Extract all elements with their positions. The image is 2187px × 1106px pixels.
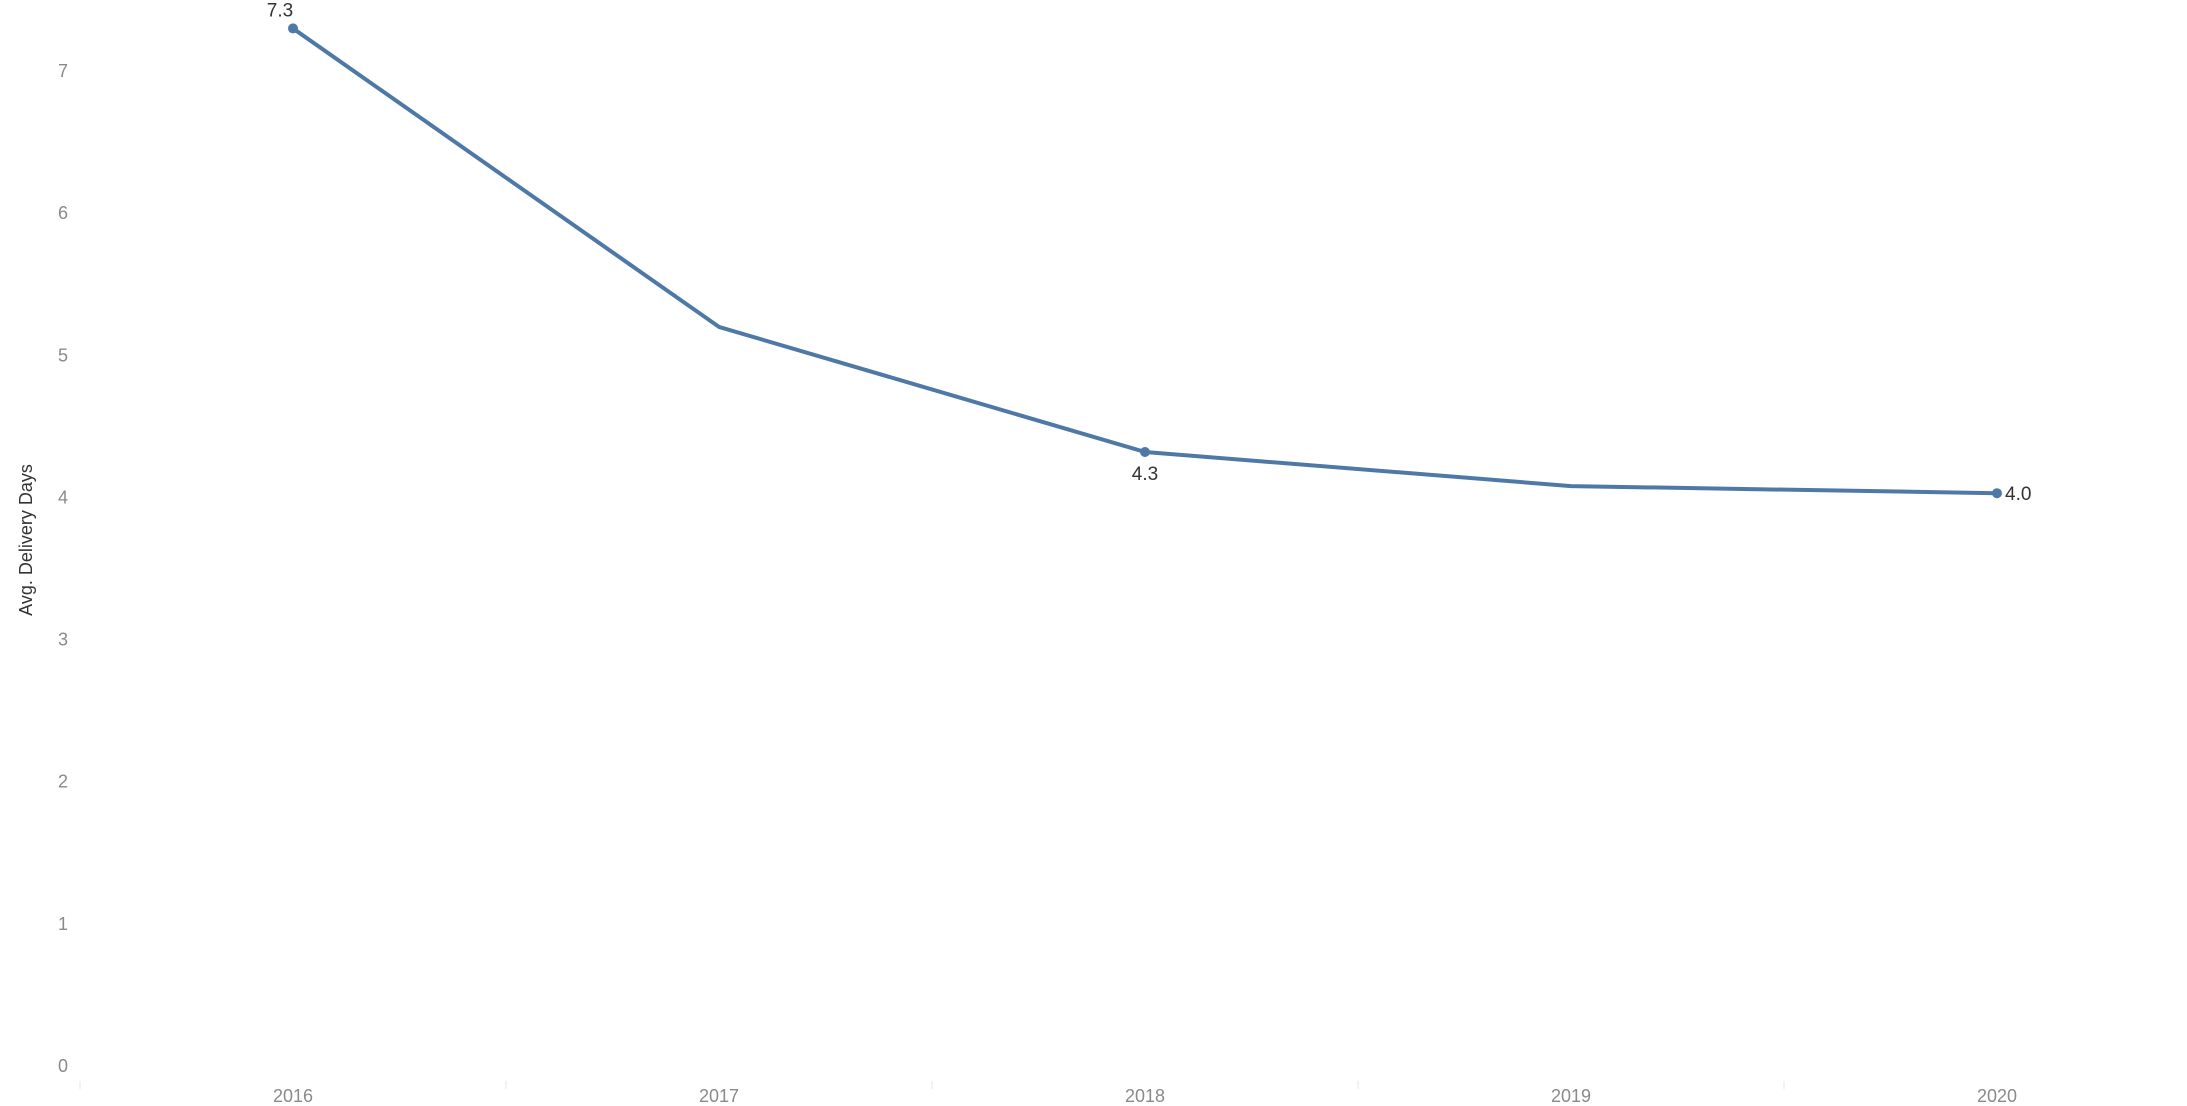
x-tick-label: 2016 — [273, 1086, 313, 1106]
y-tick-label: 2 — [58, 772, 68, 792]
y-tick-label: 7 — [58, 61, 68, 81]
data-labels: 7.3 4.3 4.0 — [267, 0, 2032, 505]
data-point-marker — [1992, 488, 2002, 499]
y-tick-label: 1 — [58, 914, 68, 934]
data-point-marker — [288, 23, 298, 34]
series-markers — [288, 23, 2002, 499]
y-axis-ticks: 0 1 2 3 4 5 6 7 — [58, 61, 68, 1076]
y-tick-label: 4 — [58, 487, 68, 507]
y-tick-label: 3 — [58, 630, 68, 650]
x-tick-label: 2017 — [699, 1086, 739, 1106]
y-tick-label: 6 — [58, 203, 68, 223]
data-label: 7.3 — [267, 0, 293, 21]
data-point-marker — [1140, 446, 1150, 457]
data-label: 4.3 — [1132, 464, 1158, 485]
y-tick-label: 0 — [58, 1056, 68, 1076]
x-tick-label: 2020 — [1977, 1086, 2017, 1106]
x-axis-ticks: 2016 2017 2018 2019 2020 — [273, 1086, 2017, 1106]
y-axis-title: Avg. Delivery Days — [16, 464, 36, 616]
x-tick-label: 2019 — [1551, 1086, 1591, 1106]
series-line — [291, 26, 1999, 496]
x-axis-tick-marks — [79, 1081, 1785, 1089]
data-label: 4.0 — [2005, 484, 2031, 505]
x-tick-label: 2018 — [1125, 1086, 1165, 1106]
y-tick-label: 5 — [58, 345, 68, 365]
